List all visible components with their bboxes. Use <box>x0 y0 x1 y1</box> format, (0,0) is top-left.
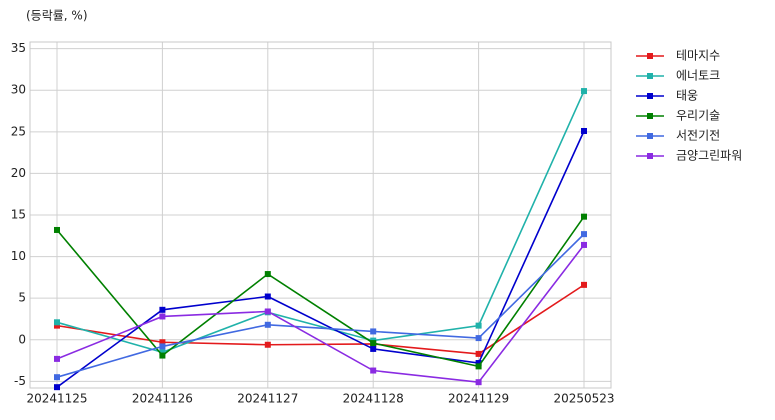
point-marker <box>54 384 60 391</box>
series-line <box>56 90 585 354</box>
point-marker <box>159 352 166 359</box>
legend-marker <box>647 153 653 159</box>
y-tick-label: 35 <box>11 41 26 55</box>
point-marker <box>264 293 271 300</box>
y-tick-label: -5 <box>14 374 26 388</box>
y-axis-label: (등락률, %) <box>26 9 88 23</box>
legend-marker <box>647 93 653 99</box>
point-marker <box>264 321 271 328</box>
x-tick-label: 20241128 <box>343 392 404 406</box>
point-marker <box>159 339 166 346</box>
y-tick-label: 30 <box>11 83 26 97</box>
y-tick-label: 0 <box>18 332 26 346</box>
x-tick-label: 20250523 <box>553 392 614 406</box>
y-tick-label: 25 <box>11 124 26 138</box>
legend-label: 서전기전 <box>676 129 720 143</box>
point-marker <box>581 231 587 238</box>
point-marker <box>54 226 60 233</box>
x-tick-label: 20241127 <box>237 392 298 406</box>
series-line <box>56 233 585 378</box>
legend-label: 우리기술 <box>676 109 720 123</box>
point-marker <box>264 308 271 315</box>
point-marker <box>54 355 60 362</box>
legend-marker <box>647 73 653 79</box>
point-marker <box>581 241 587 248</box>
point-marker <box>264 271 271 278</box>
point-marker <box>159 306 166 313</box>
point-marker <box>475 322 482 329</box>
y-tick-label: 10 <box>11 249 26 263</box>
point-marker <box>475 335 482 342</box>
point-marker <box>581 213 587 220</box>
y-tick-label: 5 <box>18 291 26 305</box>
legend-marker <box>647 53 653 59</box>
legend-label: 테마지수 <box>676 49 720 63</box>
point-marker <box>370 345 377 352</box>
point-marker <box>475 360 482 367</box>
point-marker <box>54 319 60 326</box>
x-tick-label: 20241129 <box>448 392 509 406</box>
point-marker <box>54 322 60 329</box>
y-tick-label: 15 <box>11 208 26 222</box>
series-line <box>56 216 585 368</box>
point-marker <box>159 313 166 320</box>
plot-frame <box>29 41 612 389</box>
point-marker <box>370 328 377 335</box>
x-tick-label: 20241125 <box>26 392 87 406</box>
point-marker <box>159 349 166 356</box>
legend-label: 태웅 <box>676 89 698 103</box>
point-marker <box>475 350 482 357</box>
point-marker <box>370 367 377 374</box>
point-marker <box>581 88 587 95</box>
point-marker <box>475 363 482 370</box>
legend-label: 금양그린파워 <box>676 149 742 163</box>
y-tick-label: 20 <box>11 166 26 180</box>
legend-marker <box>647 113 653 119</box>
x-tick-label: 20241126 <box>132 392 193 406</box>
point-marker <box>54 374 60 381</box>
series-line <box>56 244 585 384</box>
series-line <box>56 284 585 355</box>
point-marker <box>370 340 377 347</box>
point-marker <box>475 379 482 386</box>
point-marker <box>581 281 587 288</box>
legend-marker <box>647 133 653 139</box>
point-marker <box>264 341 271 348</box>
point-marker <box>581 127 587 134</box>
point-marker <box>159 343 166 350</box>
legend-label: 에너토크 <box>676 69 720 83</box>
